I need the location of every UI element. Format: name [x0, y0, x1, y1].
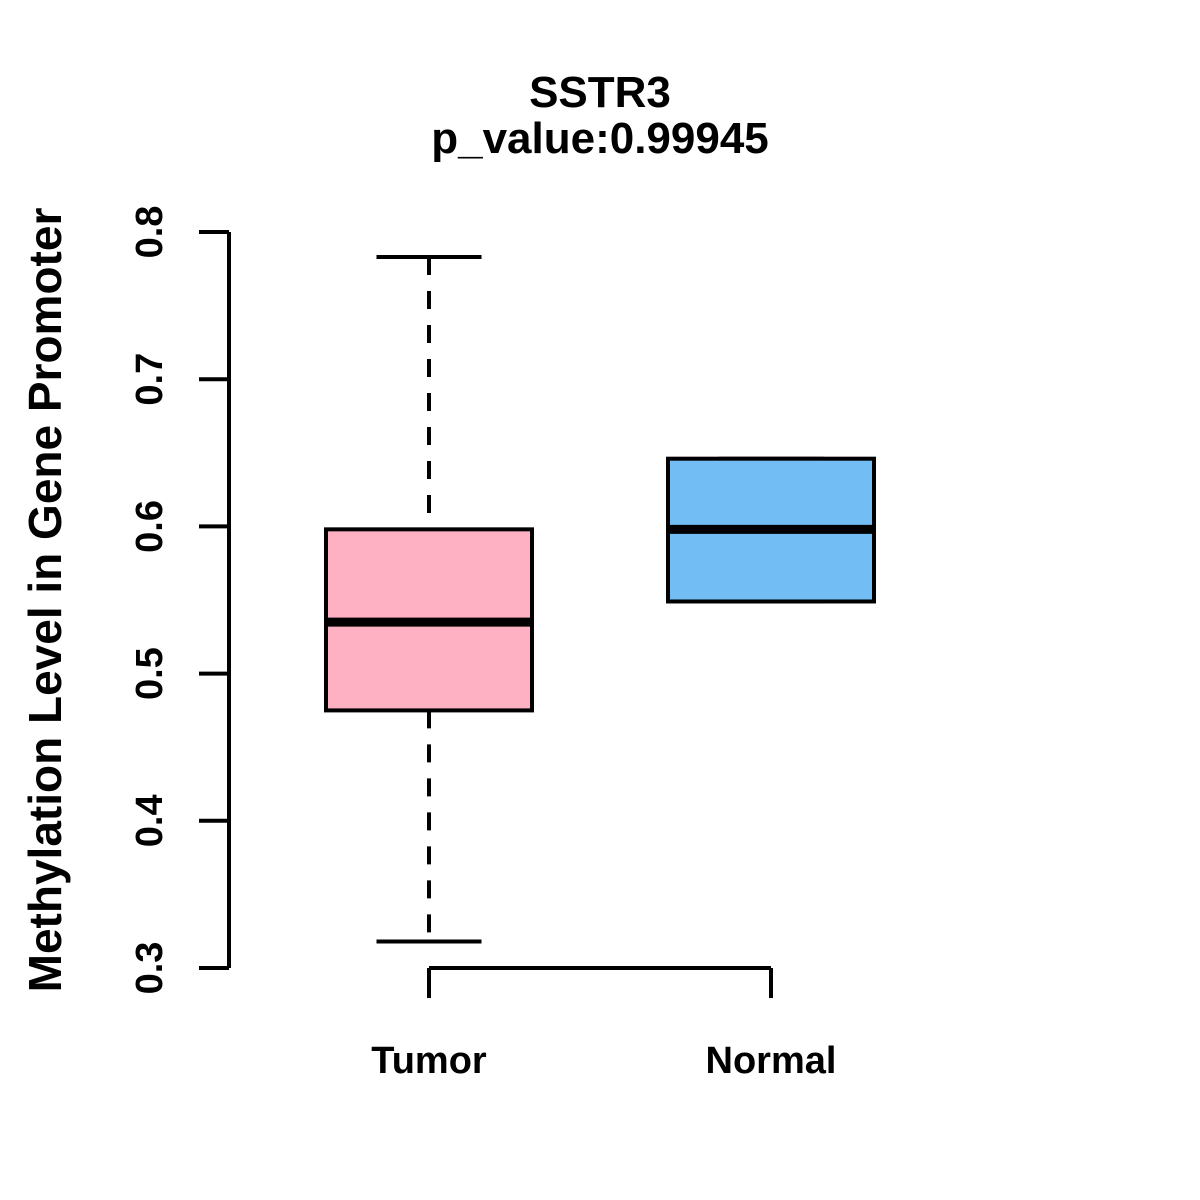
y-axis-tick-label: 0.8	[129, 206, 171, 259]
y-axis-tick-label: 0.3	[129, 942, 171, 995]
chart-title: SSTR3	[529, 68, 671, 117]
y-axis-label: Methylation Level in Gene Promoter	[19, 208, 71, 993]
chart-subtitle: p_value:0.99945	[431, 114, 769, 163]
y-axis-tick-label: 0.5	[129, 647, 171, 700]
y-axis-tick-label: 0.7	[129, 353, 171, 406]
boxes	[324, 255, 876, 944]
axes: 0.3 0.4 0.5 0.6 0.7 0.8 Tumor Normal	[129, 206, 836, 1082]
normal-boxplot	[666, 456, 876, 604]
y-axis-tick-label: 0.6	[129, 500, 171, 553]
x-axis-label-tumor: Tumor	[371, 1040, 487, 1082]
x-axis-label-normal: Normal	[706, 1040, 837, 1082]
y-axis-tick-label: 0.4	[129, 794, 171, 847]
tumor-boxplot	[324, 255, 534, 944]
